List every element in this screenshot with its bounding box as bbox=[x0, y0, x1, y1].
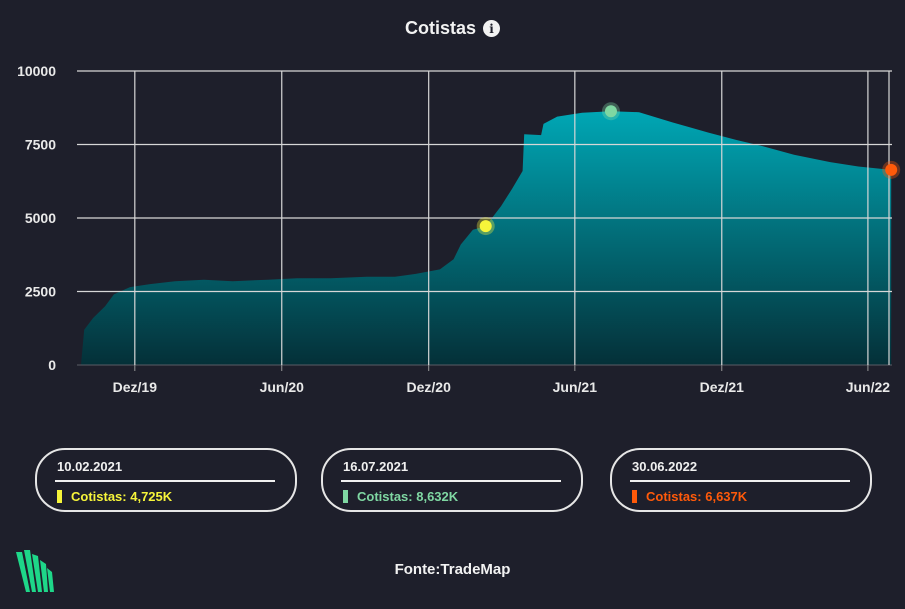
legend-swatch bbox=[632, 490, 637, 503]
cotistas-area bbox=[81, 111, 892, 365]
y-tick-label: 0 bbox=[48, 357, 56, 373]
card-date: 30.06.2022 bbox=[632, 459, 698, 474]
card-divider bbox=[55, 480, 275, 482]
y-tick-label: 7500 bbox=[25, 137, 56, 153]
card-value: Cotistas: 8,632K bbox=[357, 489, 459, 504]
highlight-marker bbox=[885, 163, 898, 176]
trademap-logo-icon bbox=[16, 550, 54, 592]
data-card-3: 30.06.2022 Cotistas: 6,637K bbox=[610, 448, 872, 512]
card-value-row: Cotistas: 6,637K bbox=[632, 489, 747, 504]
highlight-marker bbox=[479, 220, 492, 233]
highlight-marker bbox=[604, 105, 617, 118]
card-divider bbox=[630, 480, 850, 482]
x-tick-label: Dez/20 bbox=[407, 379, 452, 395]
data-card-2: 16.07.2021 Cotistas: 8,632K bbox=[321, 448, 583, 512]
chart-title-row: Cotistas i bbox=[0, 18, 905, 39]
y-tick-label: 10000 bbox=[17, 63, 56, 79]
y-tick-label: 2500 bbox=[25, 284, 56, 300]
legend-swatch bbox=[57, 490, 62, 503]
x-tick-label: Jun/20 bbox=[260, 379, 305, 395]
card-divider bbox=[341, 480, 561, 482]
legend-swatch bbox=[343, 490, 348, 503]
x-tick-label: Dez/21 bbox=[700, 379, 745, 395]
x-tick-label: Dez/19 bbox=[113, 379, 158, 395]
x-tick-label: Jun/21 bbox=[553, 379, 598, 395]
card-value-row: Cotistas: 4,725K bbox=[57, 489, 172, 504]
card-date: 10.02.2021 bbox=[57, 459, 123, 474]
card-value: Cotistas: 4,725K bbox=[71, 489, 173, 504]
data-card-1: 10.02.2021 Cotistas: 4,725K bbox=[35, 448, 297, 512]
card-date: 16.07.2021 bbox=[343, 459, 409, 474]
source-credit: Fonte:TradeMap bbox=[394, 561, 511, 578]
card-value-row: Cotistas: 8,632K bbox=[343, 489, 458, 504]
x-tick-label: Jun/22 bbox=[846, 379, 891, 395]
cotistas-chart: 0 2500 5000 7500 10000 Dez/19 Jun/20 Dez/20 Jun/… bbox=[17, 63, 901, 395]
info-icon[interactable]: i bbox=[483, 20, 500, 37]
card-value: Cotistas: 6,637K bbox=[646, 489, 748, 504]
y-tick-label: 5000 bbox=[25, 210, 56, 226]
chart-title: Cotistas bbox=[404, 18, 476, 38]
